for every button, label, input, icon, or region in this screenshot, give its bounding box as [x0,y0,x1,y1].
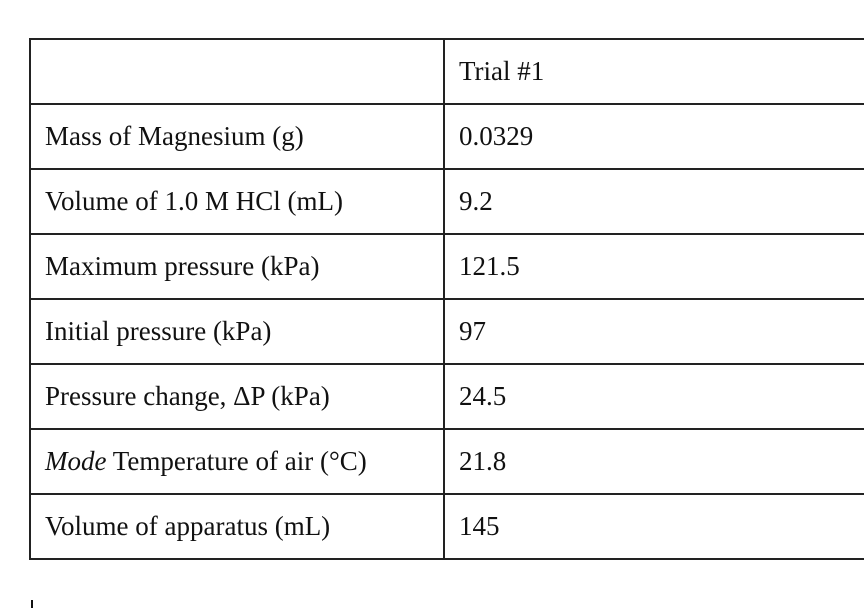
table-row: Initial pressure (kPa) 97 [29,298,864,365]
text-cursor [31,600,33,608]
row-label: Volume of apparatus (mL) [29,493,445,560]
table-row: Volume of apparatus (mL) 145 [29,493,864,560]
value-cell: 121.5 [443,233,864,300]
label-text: Temperature of air (°C) [112,446,367,476]
value-cell: 9.2 [443,168,864,235]
row-label: Mode Temperature of air (°C) [29,428,445,495]
emphasis: Mode [45,446,107,476]
value-cell: 0.0329 [443,103,864,170]
row-label: Pressure change, ΔP (kPa) [29,363,445,430]
value-cell: 21.8 [443,428,864,495]
row-label: Initial pressure (kPa) [29,298,445,365]
row-label: Mass of Magnesium (g) [29,103,445,170]
data-table: Trial #1 Mass of Magnesium (g) 0.0329 Volum… [29,38,864,560]
row-label [29,38,445,105]
value-cell: Trial #1 [443,38,864,105]
table-row: Mode Temperature of air (°C) 21.8 [29,428,864,495]
value-cell: 24.5 [443,363,864,430]
header-row: Trial #1 [29,38,864,105]
table-row: Pressure change, ΔP (kPa) 24.5 [29,363,864,430]
value-cell: 97 [443,298,864,365]
row-label: Maximum pressure (kPa) [29,233,445,300]
value-cell: 145 [443,493,864,560]
table-row: Mass of Magnesium (g) 0.0329 [29,103,864,170]
row-label: Volume of 1.0 M HCl (mL) [29,168,445,235]
table-row: Maximum pressure (kPa) 121.5 [29,233,864,300]
table-row: Volume of 1.0 M HCl (mL) 9.2 [29,168,864,235]
